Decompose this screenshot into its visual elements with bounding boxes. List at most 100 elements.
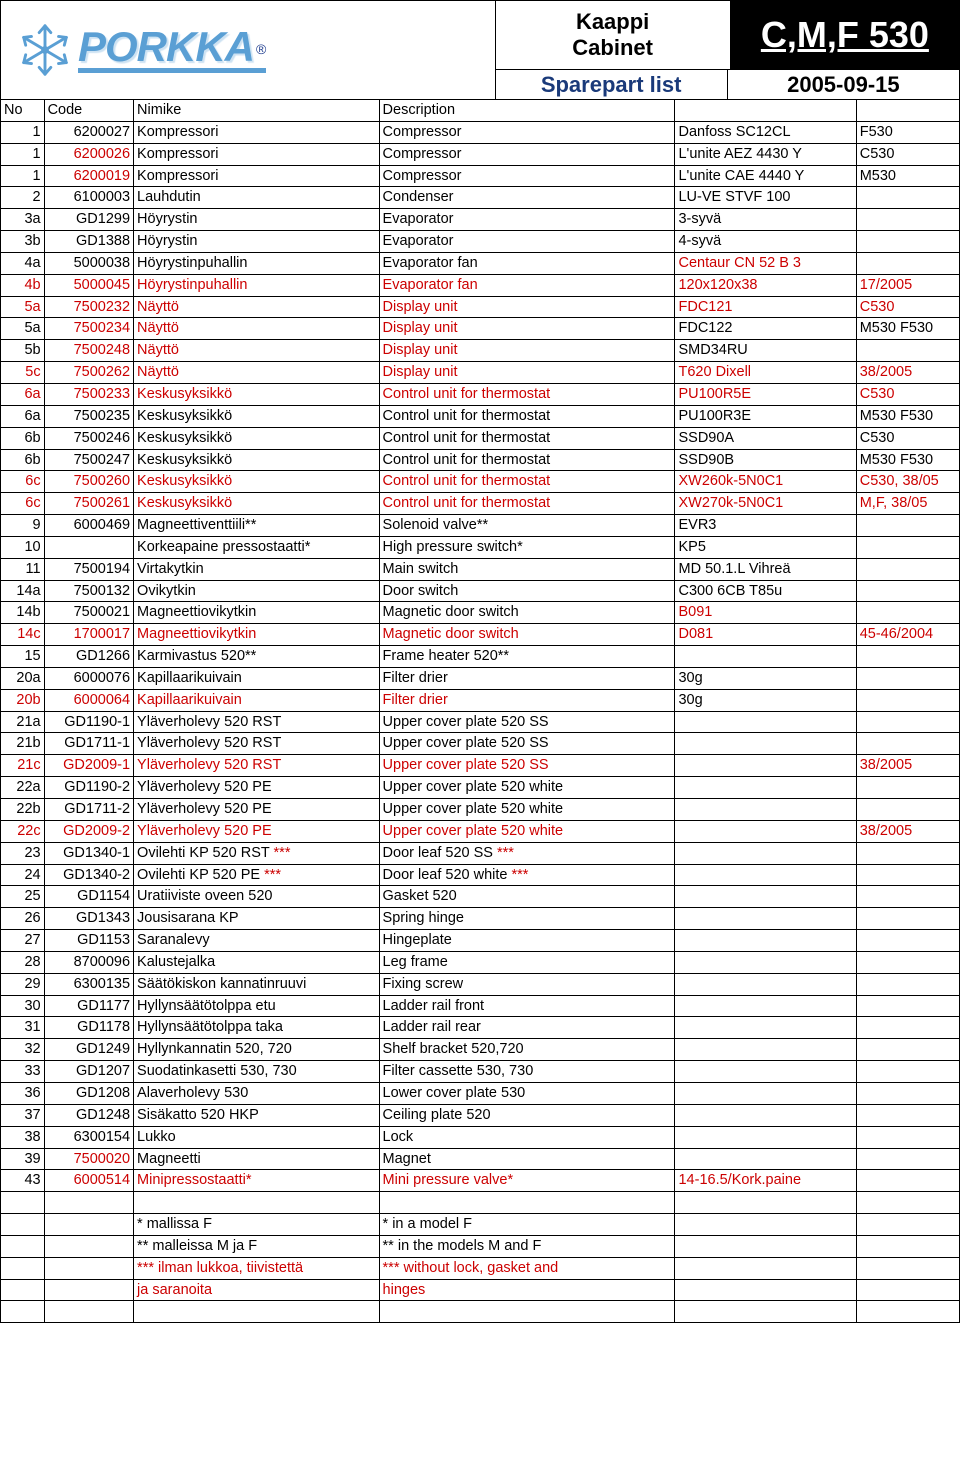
table-cell: Evaporator	[379, 209, 675, 231]
title-en: Cabinet	[572, 35, 653, 61]
table-row: 30GD1177Hyllynsäätötolppa etuLadder rail…	[1, 995, 960, 1017]
table-cell: Fixing screw	[379, 973, 675, 995]
table-cell: C300 6CB T85u	[675, 580, 856, 602]
col-model	[856, 100, 959, 122]
table-cell: 8700096	[44, 951, 133, 973]
table-cell: 5a	[1, 296, 45, 318]
table-cell	[856, 252, 959, 274]
table-cell: Condenser	[379, 187, 675, 209]
table-cell: Kapillaarikuivain	[134, 667, 379, 689]
table-row: 22bGD1711-2Yläverholevy 520 PEUpper cove…	[1, 799, 960, 821]
table-cell	[856, 580, 959, 602]
table-row: 36GD1208Alaverholevy 530Lower cover plat…	[1, 1082, 960, 1104]
table-cell: 3b	[1, 231, 45, 253]
table-cell: Höyrystinpuhallin	[134, 252, 379, 274]
table-cell	[856, 340, 959, 362]
doc-type: Sparepart list	[496, 70, 728, 99]
table-cell: C530	[856, 383, 959, 405]
table-cell: 5a	[1, 318, 45, 340]
table-cell	[856, 1279, 959, 1301]
table-row: 23GD1340-1Ovilehti KP 520 RST ***Door le…	[1, 842, 960, 864]
table-cell	[675, 864, 856, 886]
table-cell	[856, 1148, 959, 1170]
table-cell: M,F, 38/05	[856, 493, 959, 515]
table-cell: Höyrystin	[134, 231, 379, 253]
table-cell	[856, 536, 959, 558]
table-cell: Magneettiovikytkin	[134, 624, 379, 646]
table-row: 117500194VirtakytkinMain switchMD 50.1.L…	[1, 558, 960, 580]
table-cell: 45-46/2004	[856, 624, 959, 646]
table-cell: GD1154	[44, 886, 133, 908]
table-cell: GD1208	[44, 1082, 133, 1104]
table-cell	[856, 187, 959, 209]
table-row: 296300135Säätökiskon kannatinruuviFixing…	[1, 973, 960, 995]
col-nimike: Nimike	[134, 100, 379, 122]
table-cell: D081	[675, 624, 856, 646]
table-cell	[856, 711, 959, 733]
table-row: 33GD1207Suodatinkasetti 530, 730Filter c…	[1, 1061, 960, 1083]
table-cell: Kompressori	[134, 165, 379, 187]
table-row: 14c1700017MagneettiovikytkinMagnetic doo…	[1, 624, 960, 646]
table-cell: Upper cover plate 520 SS	[379, 733, 675, 755]
table-cell: Lock	[379, 1126, 675, 1148]
table-note-row: *** ilman lukkoa, tiivistettä*** without…	[1, 1257, 960, 1279]
table-cell	[856, 886, 959, 908]
table-cell: FDC122	[675, 318, 856, 340]
table-cell: Leg frame	[379, 951, 675, 973]
table-cell: Main switch	[379, 558, 675, 580]
table-cell: Spring hinge	[379, 908, 675, 930]
table-cell: B091	[675, 602, 856, 624]
table-cell: Centaur CN 52 B 3	[675, 252, 856, 274]
table-cell: 7500262	[44, 362, 133, 384]
snowflake-icon	[16, 21, 74, 79]
title-fi: Kaappi	[576, 9, 649, 35]
table-cell	[675, 1257, 856, 1279]
table-cell: 30g	[675, 689, 856, 711]
table-cell	[675, 1192, 856, 1214]
table-cell: 6300154	[44, 1126, 133, 1148]
table-cell	[675, 842, 856, 864]
table-row: 26100003LauhdutinCondenserLU-VE STVF 100	[1, 187, 960, 209]
table-row: 4a5000038HöyrystinpuhallinEvaporator fan…	[1, 252, 960, 274]
table-cell	[44, 1301, 133, 1323]
table-cell: Upper cover plate 520 SS	[379, 711, 675, 733]
table-cell: Compressor	[379, 121, 675, 143]
table-cell: Karmivastus 520**	[134, 646, 379, 668]
table-cell: Display unit	[379, 318, 675, 340]
table-cell	[856, 1017, 959, 1039]
table-cell	[856, 667, 959, 689]
parts-table: No Code Nimike Description 16200027Kompr…	[0, 99, 960, 1323]
table-cell: 6000076	[44, 667, 133, 689]
table-row: 16200027KompressoriCompressorDanfoss SC1…	[1, 121, 960, 143]
table-cell: Saranalevy	[134, 930, 379, 952]
table-cell: Keskusyksikkö	[134, 405, 379, 427]
table-cell	[856, 951, 959, 973]
table-row: 5a7500232NäyttöDisplay unitFDC121C530	[1, 296, 960, 318]
table-cell: Filter cassette 530, 730	[379, 1061, 675, 1083]
table-cell: Hyllynkannatin 520, 720	[134, 1039, 379, 1061]
table-cell: L'unite AEZ 4430 Y	[675, 143, 856, 165]
table-cell	[44, 1214, 133, 1236]
table-cell: Sisäkatto 520 HKP	[134, 1104, 379, 1126]
table-cell	[856, 1170, 959, 1192]
table-cell: Upper cover plate 520 white	[379, 820, 675, 842]
table-cell: Evaporator fan	[379, 274, 675, 296]
table-cell: T620 Dixell	[675, 362, 856, 384]
table-cell	[856, 908, 959, 930]
table-cell: Kompressori	[134, 121, 379, 143]
table-cell	[1, 1257, 45, 1279]
table-cell: 7500247	[44, 449, 133, 471]
table-cell: Jousisarana KP	[134, 908, 379, 930]
table-cell: Näyttö	[134, 296, 379, 318]
table-cell: M530 F530	[856, 449, 959, 471]
table-cell: Display unit	[379, 362, 675, 384]
table-cell	[675, 908, 856, 930]
table-cell: 14a	[1, 580, 45, 602]
table-cell: Korkeapaine pressostaatti*	[134, 536, 379, 558]
table-cell: Control unit for thermostat	[379, 383, 675, 405]
table-cell	[44, 1192, 133, 1214]
table-cell	[856, 1301, 959, 1323]
table-cell	[675, 820, 856, 842]
table-cell: Control unit for thermostat	[379, 493, 675, 515]
table-cell: GD1249	[44, 1039, 133, 1061]
